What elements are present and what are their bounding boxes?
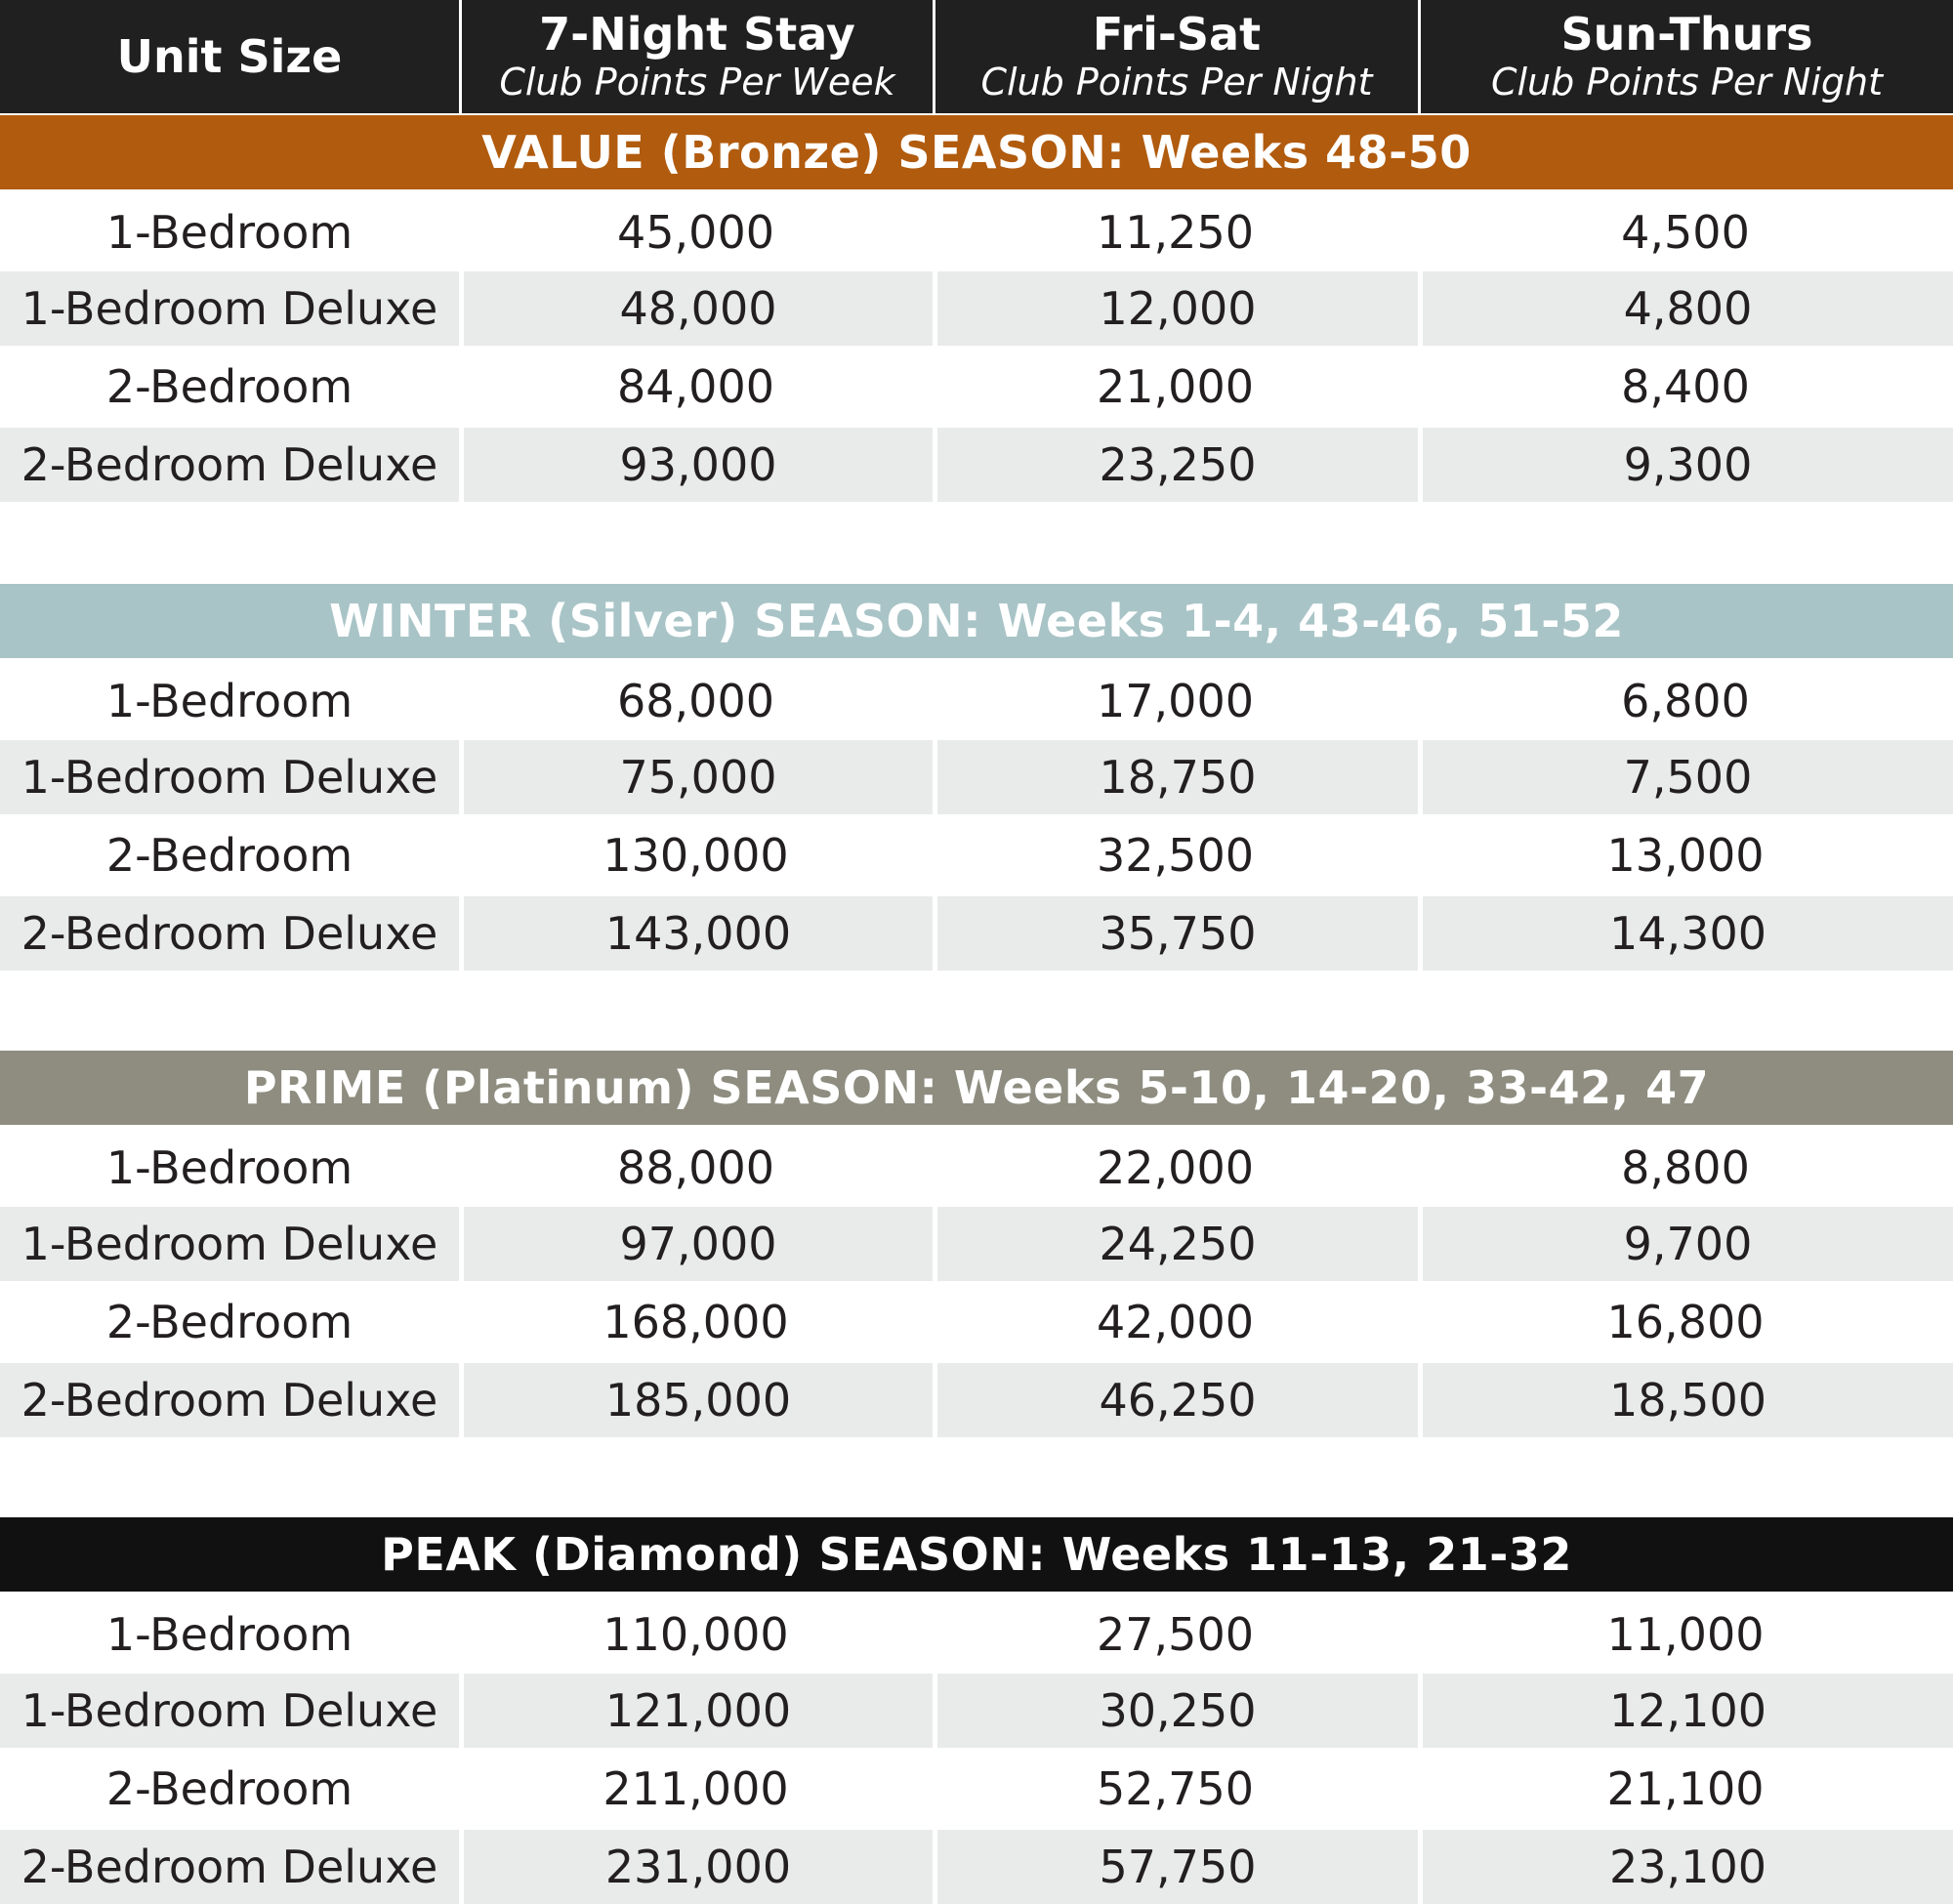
table-row: 1-Bedroom 88,000 22,000 8,800 [0, 1131, 1953, 1205]
table-row: 2-Bedroom 211,000 52,750 21,100 [0, 1752, 1953, 1826]
unit-size-cell: 1-Bedroom Deluxe [0, 740, 459, 814]
sun-thurs-cell: 9,300 [1418, 428, 1953, 502]
fri-sat-cell: 21,000 [1097, 360, 1254, 413]
table-row: 1-Bedroom 68,000 17,000 6,800 [0, 664, 1953, 738]
header-seven-night-title: 7-Night Stay [539, 8, 855, 61]
fri-sat-cell: 11,250 [1097, 206, 1254, 259]
sun-thurs-cell: 12,100 [1418, 1674, 1953, 1748]
sun-thurs-cell: 23,100 [1418, 1830, 1953, 1904]
seven-night-cell: 143,000 [459, 896, 933, 971]
season-band-title: WINTER (Silver) SEASON: Weeks 1-4, 43-46… [0, 584, 1953, 658]
table-row: 1-Bedroom Deluxe 97,000 24,250 9,700 [0, 1207, 1953, 1281]
fri-sat-cell: 24,250 [933, 1207, 1418, 1281]
seven-night-cell: 97,000 [459, 1207, 933, 1281]
sun-thurs-cell: 4,500 [1621, 206, 1750, 259]
unit-size-cell: 1-Bedroom Deluxe [0, 271, 459, 346]
header-seven-night: 7-Night Stay Club Points Per Week [459, 0, 933, 113]
table-row: 1-Bedroom Deluxe 121,000 30,250 12,100 [0, 1674, 1953, 1748]
sun-thurs-cell: 16,800 [1606, 1296, 1765, 1348]
unit-size-cell: 2-Bedroom [105, 1296, 353, 1348]
table-row: 2-Bedroom 168,000 42,000 16,800 [0, 1285, 1953, 1359]
seven-night-cell: 48,000 [459, 271, 933, 346]
sun-thurs-cell: 13,000 [1606, 829, 1765, 882]
season-band-title: PRIME (Platinum) SEASON: Weeks 5-10, 14-… [0, 1051, 1953, 1125]
fri-sat-cell: 12,000 [933, 271, 1418, 346]
unit-size-cell: 2-Bedroom Deluxe [0, 428, 459, 502]
seven-night-cell: 84,000 [617, 360, 774, 413]
unit-size-cell: 1-Bedroom [105, 206, 353, 259]
header-sun-thurs: Sun-Thurs Club Points Per Night [1418, 0, 1953, 113]
seven-night-cell: 168,000 [603, 1296, 789, 1348]
fri-sat-cell: 22,000 [1097, 1141, 1254, 1194]
unit-size-cell: 1-Bedroom [105, 675, 353, 727]
unit-size-cell: 2-Bedroom [105, 1762, 353, 1815]
header-fri-sat-title: Fri-Sat [1092, 8, 1262, 61]
seven-night-cell: 110,000 [603, 1608, 789, 1661]
header-sun-thurs-subtitle: Club Points Per Night [1490, 61, 1884, 103]
table-row: 2-Bedroom 130,000 32,500 13,000 [0, 818, 1953, 892]
seven-night-cell: 68,000 [617, 675, 774, 727]
unit-size-cell: 1-Bedroom [105, 1141, 353, 1194]
sun-thurs-cell: 21,100 [1606, 1762, 1765, 1815]
fri-sat-cell: 18,750 [933, 740, 1418, 814]
fri-sat-cell: 42,000 [1097, 1296, 1254, 1348]
fri-sat-cell: 17,000 [1097, 675, 1254, 727]
seven-night-cell: 130,000 [603, 829, 789, 882]
seven-night-cell: 88,000 [617, 1141, 774, 1194]
fri-sat-cell: 32,500 [1097, 829, 1254, 882]
seven-night-cell: 45,000 [617, 206, 774, 259]
sun-thurs-cell: 6,800 [1621, 675, 1750, 727]
fri-sat-cell: 30,250 [933, 1674, 1418, 1748]
fri-sat-cell: 52,750 [1097, 1762, 1254, 1815]
season-band-title: PEAK (Diamond) SEASON: Weeks 11-13, 21-3… [0, 1517, 1953, 1592]
table-row: 1-Bedroom Deluxe 48,000 12,000 4,800 [0, 271, 1953, 346]
table-row: 2-Bedroom Deluxe 231,000 57,750 23,100 [0, 1830, 1953, 1904]
season-band-title: VALUE (Bronze) SEASON: Weeks 48-50 [0, 115, 1953, 189]
seven-night-cell: 93,000 [459, 428, 933, 502]
seven-night-cell: 185,000 [459, 1363, 933, 1437]
header-fri-sat-subtitle: Club Points Per Night [980, 61, 1373, 103]
sun-thurs-cell: 7,500 [1418, 740, 1953, 814]
sun-thurs-cell: 11,000 [1606, 1608, 1765, 1661]
unit-size-cell: 1-Bedroom Deluxe [0, 1674, 459, 1748]
fri-sat-cell: 57,750 [933, 1830, 1418, 1904]
header-seven-night-subtitle: Club Points Per Week [499, 61, 895, 103]
fri-sat-cell: 27,500 [1097, 1608, 1254, 1661]
unit-size-cell: 2-Bedroom [105, 829, 353, 882]
sun-thurs-cell: 9,700 [1418, 1207, 1953, 1281]
table-row: 1-Bedroom 45,000 11,250 4,500 [0, 195, 1953, 269]
table-row: 2-Bedroom Deluxe 93,000 23,250 9,300 [0, 428, 1953, 502]
fri-sat-cell: 35,750 [933, 896, 1418, 971]
unit-size-cell: 2-Bedroom Deluxe [0, 1830, 459, 1904]
unit-size-cell: 1-Bedroom Deluxe [0, 1207, 459, 1281]
unit-size-cell: 2-Bedroom Deluxe [0, 1363, 459, 1437]
sun-thurs-cell: 14,300 [1418, 896, 1953, 971]
seven-night-cell: 231,000 [459, 1830, 933, 1904]
table-row: 1-Bedroom Deluxe 75,000 18,750 7,500 [0, 740, 1953, 814]
table-row: 1-Bedroom 110,000 27,500 11,000 [0, 1597, 1953, 1672]
unit-size-cell: 2-Bedroom Deluxe [0, 896, 459, 971]
unit-size-cell: 1-Bedroom [105, 1608, 353, 1661]
seven-night-cell: 75,000 [459, 740, 933, 814]
table-row: 2-Bedroom 84,000 21,000 8,400 [0, 350, 1953, 424]
table-row: 2-Bedroom Deluxe 185,000 46,250 18,500 [0, 1363, 1953, 1437]
sun-thurs-cell: 18,500 [1418, 1363, 1953, 1437]
header-sun-thurs-title: Sun-Thurs [1560, 8, 1813, 61]
table-row: 2-Bedroom Deluxe 143,000 35,750 14,300 [0, 896, 1953, 971]
header-unit-size-label: Unit Size [116, 30, 343, 83]
header-fri-sat: Fri-Sat Club Points Per Night [933, 0, 1418, 113]
fri-sat-cell: 46,250 [933, 1363, 1418, 1437]
seven-night-cell: 121,000 [459, 1674, 933, 1748]
header-unit-size: Unit Size [0, 0, 459, 113]
sun-thurs-cell: 8,400 [1621, 360, 1750, 413]
sun-thurs-cell: 4,800 [1418, 271, 1953, 346]
table-header-row: Unit Size 7-Night Stay Club Points Per W… [0, 0, 1953, 113]
seven-night-cell: 211,000 [603, 1762, 789, 1815]
unit-size-cell: 2-Bedroom [105, 360, 353, 413]
sun-thurs-cell: 8,800 [1621, 1141, 1750, 1194]
fri-sat-cell: 23,250 [933, 428, 1418, 502]
